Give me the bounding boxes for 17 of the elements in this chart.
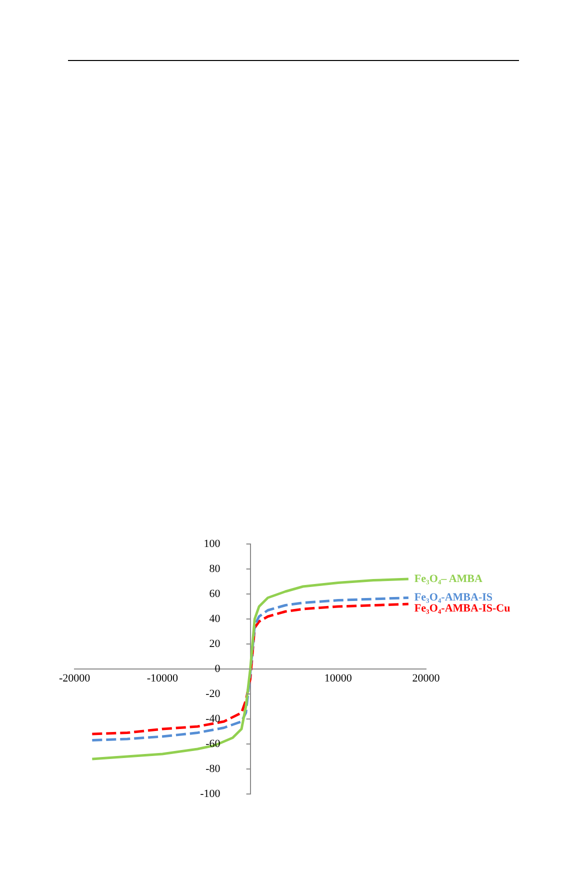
y-tick-label: 80	[209, 562, 221, 575]
x-tick-label: 10000	[324, 672, 352, 684]
series-label: Fe₃O₄– AMBA	[414, 572, 482, 585]
y-tick-label: 60	[209, 588, 221, 600]
y-tick-label: -100	[200, 788, 221, 800]
y-tick-label: 0	[214, 662, 221, 675]
x-tick-label: 20000	[412, 672, 440, 684]
x-tick-label: -20000	[58, 672, 91, 684]
y-tick-label: 20	[209, 638, 221, 650]
y-tick-label: 100	[204, 538, 221, 550]
x-tick-label: -10000	[146, 672, 179, 684]
y-tick-label: 40	[209, 612, 221, 625]
y-tick-label: -80	[206, 762, 221, 775]
series-label: Fe₃O₄-AMBA-IS-Cu	[414, 602, 510, 615]
y-tick-label: -40	[206, 712, 221, 725]
y-tick-label: -20	[206, 688, 221, 700]
series-label: Fe₃O₄-AMBA-IS	[414, 592, 493, 604]
